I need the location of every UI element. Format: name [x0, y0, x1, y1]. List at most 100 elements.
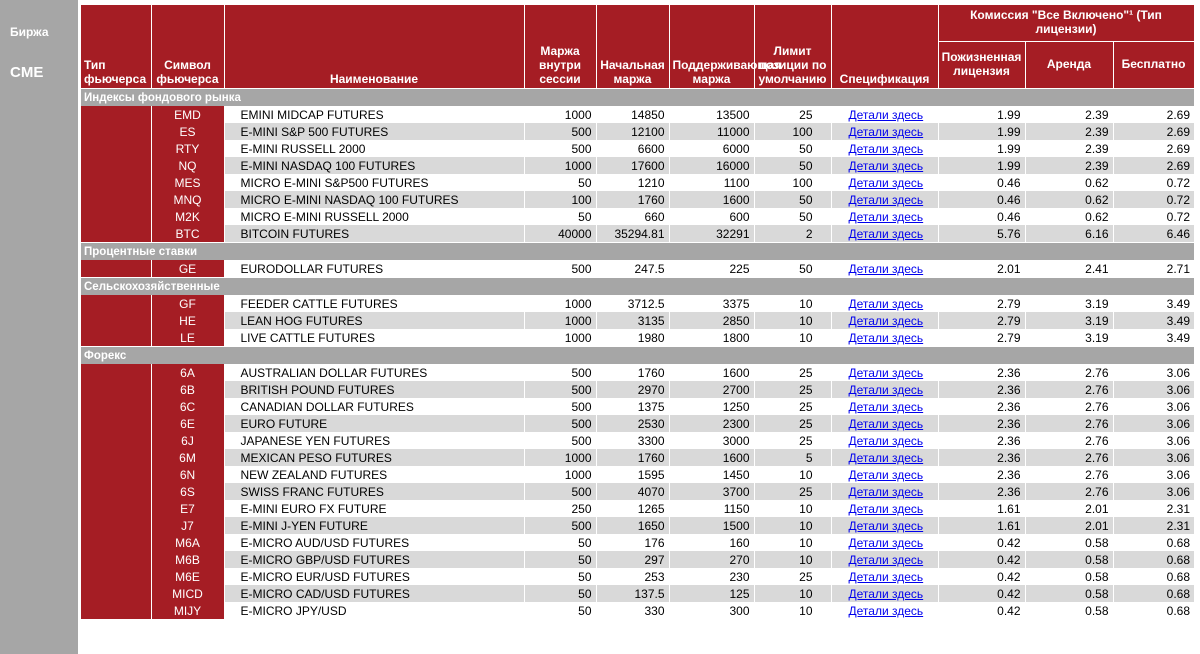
futures-type-cell	[81, 106, 151, 123]
lifetime-commission-cell: 2.36	[997, 365, 1021, 380]
free-commission-cell: 2.69	[1166, 107, 1191, 122]
initial-margin-cell: 297	[596, 551, 669, 568]
symbol-cell: MICD	[151, 585, 224, 602]
details-link[interactable]: Детали здесь	[848, 124, 924, 139]
details-link[interactable]: Детали здесь	[848, 365, 924, 380]
details-link[interactable]: Детали здесь	[848, 261, 924, 276]
position-limit-cell: 50	[799, 261, 813, 276]
details-link[interactable]: Детали здесь	[848, 296, 924, 311]
initial-margin-cell: 1210	[637, 175, 665, 190]
details-link[interactable]: Детали здесь	[848, 382, 924, 397]
initial-margin-cell: 4070	[596, 483, 669, 500]
specification-cell: Детали здесь	[831, 466, 938, 483]
futures-type-cell	[81, 449, 151, 466]
rent-commission-cell: 3.19	[1025, 312, 1113, 329]
free-commission-cell: 3.49	[1166, 330, 1191, 345]
futures-type-cell	[81, 329, 151, 347]
specification-cell: Детали здесь	[831, 174, 938, 191]
details-link[interactable]: Детали здесь	[848, 569, 924, 584]
table-row: J7 E-MINI J-YEN FUTURE 500 1650 1500 10 Детали…	[81, 517, 1195, 534]
symbol-cell: RTY	[151, 140, 224, 157]
details-link[interactable]: Детали здесь	[848, 484, 924, 499]
maintenance-margin-cell: 1600	[722, 365, 750, 380]
details-link[interactable]: Детали здесь	[848, 450, 924, 465]
details-link[interactable]: Детали здесь	[848, 209, 924, 224]
details-link[interactable]: Детали здесь	[848, 330, 924, 345]
details-link[interactable]: Детали здесь	[848, 226, 924, 241]
details-link[interactable]: Детали здесь	[848, 158, 924, 173]
header-position-limit: Лимит позиции по умолчанию	[754, 5, 832, 89]
symbol-cell: M2K	[151, 208, 224, 225]
details-link[interactable]: Детали здесь	[848, 603, 924, 618]
lifetime-commission-cell: 0.42	[997, 569, 1021, 584]
initial-margin-cell: 1760	[637, 365, 665, 380]
free-commission-cell: 0.72	[1166, 175, 1191, 190]
intraday-margin-cell: 50	[578, 209, 592, 224]
position-limit-cell: 10	[754, 585, 831, 602]
lifetime-commission-cell: 0.46	[938, 191, 1025, 208]
details-link[interactable]: Детали здесь	[848, 433, 924, 448]
details-link[interactable]: Детали здесь	[848, 501, 924, 516]
lifetime-commission-cell: 2.79	[997, 296, 1021, 311]
free-commission-cell: 0.68	[1166, 535, 1191, 550]
futures-type-cell	[81, 312, 151, 329]
lifetime-commission-cell: 2.36	[997, 467, 1021, 482]
initial-margin-cell: 35294.81	[596, 225, 669, 243]
symbol-cell: HE	[151, 312, 224, 329]
details-link[interactable]: Детали здесь	[848, 586, 924, 601]
table-row: 6S SWISS FRANC FUTURES 500 4070 3700 25 Детали…	[81, 483, 1195, 500]
free-commission-cell: 0.68	[1166, 603, 1191, 618]
specification-cell: Детали здесь	[831, 534, 938, 551]
intraday-margin-cell: 500	[524, 381, 596, 398]
details-link[interactable]: Детали здесь	[848, 175, 924, 190]
details-link[interactable]: Детали здесь	[848, 518, 924, 533]
specification-cell: Детали здесь	[831, 225, 938, 243]
details-link[interactable]: Детали здесь	[848, 399, 924, 414]
maintenance-margin-cell: 2300	[669, 415, 754, 432]
maintenance-margin-cell: 1150	[723, 501, 750, 516]
intraday-margin-cell: 500	[524, 517, 596, 534]
maintenance-margin-cell: 11000	[669, 123, 754, 140]
table-row: MIJY E-MICRO JPY/USD 50 330 300 10 Детали здес…	[81, 602, 1194, 619]
free-commission-cell: 3.06	[1166, 433, 1191, 448]
initial-margin-cell: 3712.5	[627, 296, 665, 311]
specification-cell: Детали здесь	[831, 191, 938, 208]
section-row: Форекс	[81, 346, 1195, 364]
name-cell: E-MINI J-YEN FUTURE	[224, 517, 524, 534]
name-cell: MICRO E-MINI RUSSELL 2000	[240, 209, 409, 224]
maintenance-margin-cell: 230	[729, 569, 750, 584]
rent-commission-cell: 2.76	[1085, 467, 1109, 482]
table-row: BTC BITCOIN FUTURES 40000 35294.81 32291 2 Дет…	[81, 225, 1195, 243]
lifetime-commission-cell: 1.99	[938, 157, 1025, 174]
position-limit-cell: 25	[799, 569, 813, 584]
free-commission-cell: 3.06	[1166, 365, 1191, 380]
details-link[interactable]: Детали здесь	[848, 141, 924, 156]
free-commission-cell: 3.06	[1166, 399, 1191, 414]
details-link[interactable]: Детали здесь	[848, 535, 924, 550]
section-title: Процентные ставки	[81, 242, 1195, 260]
maintenance-margin-cell: 2700	[669, 381, 754, 398]
lifetime-commission-cell: 2.36	[938, 449, 1025, 466]
free-commission-cell: 2.69	[1113, 123, 1195, 140]
details-link[interactable]: Детали здесь	[848, 107, 924, 122]
name-cell: EURO FUTURE	[224, 415, 524, 432]
position-limit-cell: 25	[799, 365, 813, 380]
details-link[interactable]: Детали здесь	[848, 467, 924, 482]
rent-commission-cell: 2.41	[1085, 261, 1109, 276]
intraday-margin-cell: 500	[571, 261, 592, 276]
lifetime-commission-cell: 0.42	[997, 535, 1021, 550]
table-row: RTY E-MINI RUSSELL 2000 500 6600 6000 50 Детал…	[81, 140, 1194, 157]
symbol-cell: LE	[151, 329, 224, 347]
futures-type-cell	[81, 585, 151, 602]
header-specification: Спецификация	[831, 5, 939, 89]
details-link[interactable]: Детали здесь	[848, 313, 924, 328]
details-link[interactable]: Детали здесь	[848, 192, 924, 207]
intraday-margin-cell: 1000	[564, 330, 592, 345]
futures-type-cell	[81, 517, 151, 534]
name-cell: MICRO E-MINI S&P500 FUTURES	[240, 175, 429, 190]
details-link[interactable]: Детали здесь	[848, 552, 924, 567]
header-futures-type: Тип фьючерса	[81, 5, 152, 89]
symbol-cell: 6C	[151, 398, 224, 415]
details-link[interactable]: Детали здесь	[848, 416, 924, 431]
specification-cell: Детали здесь	[831, 295, 938, 312]
